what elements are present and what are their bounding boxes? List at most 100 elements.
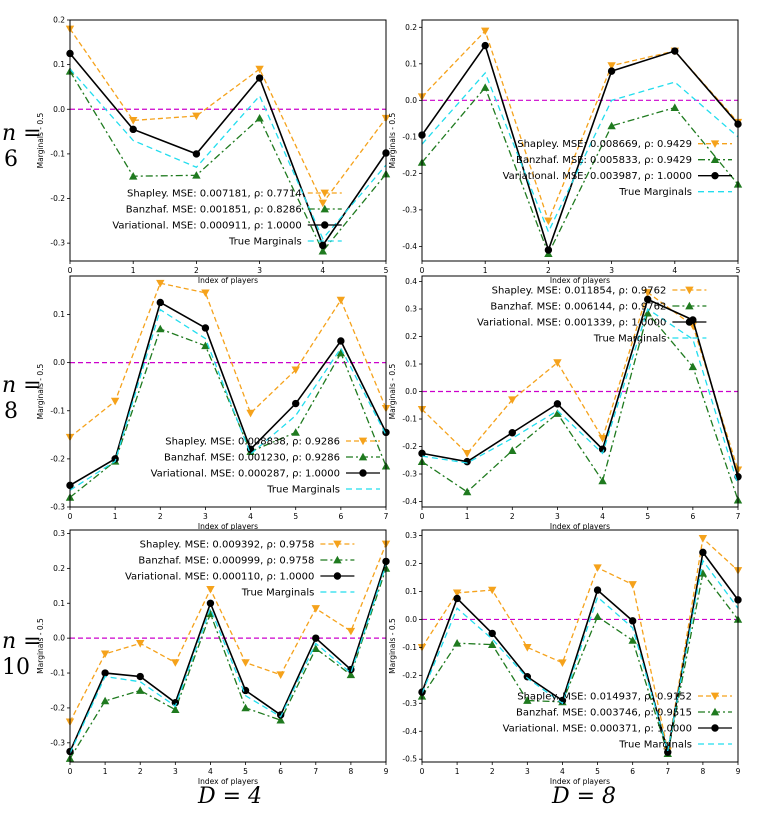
- subplot-5: 0 1 2 3 4 5 6 7 8 9 -0.3 -0.2 -0.1 0.0 0.1 0.2 0.3 Index …: [36, 529, 391, 786]
- x-tick-label: 3: [609, 266, 614, 275]
- x-tick-label: 3: [257, 266, 262, 275]
- legend-label-true: True Marginals: [266, 485, 340, 496]
- data-point-variational: [671, 47, 679, 55]
- x-tick-label: 8: [348, 767, 353, 776]
- plot-frame: [69, 19, 387, 262]
- series-line-variational: [69, 52, 387, 248]
- x-tick-label: 5: [595, 767, 600, 776]
- x-tick-label: 5: [243, 767, 248, 776]
- data-point-shapley: [171, 659, 180, 667]
- row-label-n10-symbol: n =: [2, 629, 42, 654]
- row-label-n8: n = 8: [2, 373, 42, 424]
- legend-label-true: True Marginals: [241, 588, 315, 599]
- data-point-banzhaf: [508, 446, 517, 454]
- x-tick-label: 9: [384, 767, 389, 776]
- y-tick-label: 0.0: [405, 615, 417, 624]
- legend-marker-shapley: [710, 140, 720, 148]
- legend-marker-banzhaf: [333, 555, 342, 564]
- x-axis-label: Index of players: [550, 276, 610, 285]
- x-tick-label: 1: [455, 767, 460, 776]
- y-tick-label: -0.1: [402, 643, 417, 652]
- data-point-shapley: [318, 199, 327, 208]
- data-point-variational: [628, 617, 637, 625]
- series-line-variational: [69, 301, 387, 487]
- legend-label-shapley: Shapley. MSE: 0.014937, ρ: 0.9152: [517, 692, 692, 703]
- x-tick-label: 0: [420, 767, 425, 776]
- legend-marker-shapley: [358, 437, 368, 446]
- x-tick-label: 0: [68, 512, 73, 521]
- x-tick-label: 3: [203, 512, 208, 521]
- y-tick-label: 0.0: [405, 96, 417, 105]
- y-tick-label: -0.1: [50, 406, 65, 415]
- y-axis-label: Marginals - 0.5: [388, 363, 397, 419]
- y-tick-label: 0.3: [405, 531, 417, 540]
- col-label-d4: D = 4: [197, 784, 262, 809]
- x-tick-label: 7: [665, 767, 670, 776]
- data-point-variational: [136, 672, 144, 681]
- row-label-n6-symbol: n =: [2, 121, 42, 146]
- data-point-banzhaf: [311, 644, 320, 652]
- legend-label-shapley: Shapley. MSE: 0.008669, ρ: 0.9429: [517, 139, 692, 150]
- legend: Shapley. MSE: 0.008669, ρ: 0.9429 Banzhaf…: [503, 139, 732, 198]
- row-label-n8-symbol: n =: [2, 373, 42, 398]
- series-line-true: [421, 71, 739, 234]
- y-tick-label: -0.3: [50, 738, 65, 747]
- data-point-variational: [337, 337, 345, 345]
- plot-frame: [421, 529, 739, 763]
- data-point-shapley: [523, 644, 532, 652]
- x-tick-label: 4: [248, 512, 253, 521]
- legend: Shapley. MSE: 0.009392, ρ: 0.9758 Banzhaf…: [125, 540, 355, 599]
- data-point-variational: [553, 400, 562, 408]
- x-tick-label: 5: [736, 266, 741, 275]
- legend-marker-variational: [711, 171, 719, 180]
- data-point-shapley: [462, 450, 472, 458]
- legend-marker-banzhaf: [320, 204, 329, 213]
- data-point-variational: [463, 457, 471, 466]
- row-label-n10: n = 10: [2, 629, 42, 680]
- data-point-variational: [111, 455, 119, 463]
- x-tick-label: 1: [113, 512, 118, 521]
- y-tick-label: -0.2: [402, 169, 417, 178]
- data-point-banzhaf: [593, 612, 602, 621]
- x-tick-label: 2: [138, 767, 143, 776]
- series-line-banzhaf: [421, 86, 739, 256]
- data-point-variational: [129, 125, 137, 134]
- series-line-variational: [421, 298, 739, 477]
- data-point-shapley: [311, 605, 320, 613]
- x-tick-label: 3: [525, 767, 530, 776]
- y-tick-label: -0.1: [402, 132, 417, 141]
- legend-label-variational: Variational. MSE: 0.000371, ρ: 1.0000: [503, 724, 692, 735]
- data-point-banzhaf: [481, 83, 490, 91]
- row-label-n10-value: 10: [2, 655, 30, 680]
- data-point-variational: [192, 150, 201, 158]
- data-point-variational: [544, 246, 553, 254]
- y-tick-label: -0.2: [50, 454, 65, 463]
- y-tick-label: 0.1: [53, 60, 65, 69]
- data-point-banzhaf: [598, 476, 607, 485]
- data-point-shapley: [598, 434, 607, 443]
- x-axis-label: Index of players: [198, 777, 258, 786]
- legend-label-shapley: Shapley. MSE: 0.008838, ρ: 0.9286: [165, 437, 340, 448]
- x-tick-label: 5: [293, 512, 298, 521]
- series-line-true: [421, 307, 739, 486]
- y-tick-label: -0.5: [402, 755, 417, 764]
- legend: Shapley. MSE: 0.011854, ρ: 0.9762 Banzhaf…: [477, 286, 707, 345]
- legend-marker-banzhaf: [710, 155, 720, 164]
- x-axis-label: Index of players: [550, 522, 610, 531]
- x-axis-label: Index of players: [198, 276, 258, 285]
- data-point-shapley: [553, 359, 562, 367]
- x-tick-label: 4: [208, 767, 213, 776]
- y-axis-label: Marginals - 0.5: [36, 363, 45, 419]
- data-point-banzhaf: [452, 639, 462, 647]
- data-point-shapley: [110, 397, 120, 406]
- y-tick-label: 0.0: [53, 634, 65, 643]
- data-point-banzhaf: [336, 348, 346, 357]
- data-point-banzhaf: [643, 308, 652, 317]
- x-tick-label: 5: [645, 512, 650, 521]
- subplot-3: 0 1 2 3 4 5 6 7 -0.3 -0.2 -0.1 0.0 0.1 Index of playe…: [36, 275, 391, 531]
- row-label-n8-value: 8: [4, 399, 18, 424]
- x-tick-label: 3: [555, 512, 560, 521]
- data-point-banzhaf: [553, 409, 562, 417]
- x-tick-label: 6: [278, 767, 283, 776]
- series-line-variational: [69, 561, 387, 752]
